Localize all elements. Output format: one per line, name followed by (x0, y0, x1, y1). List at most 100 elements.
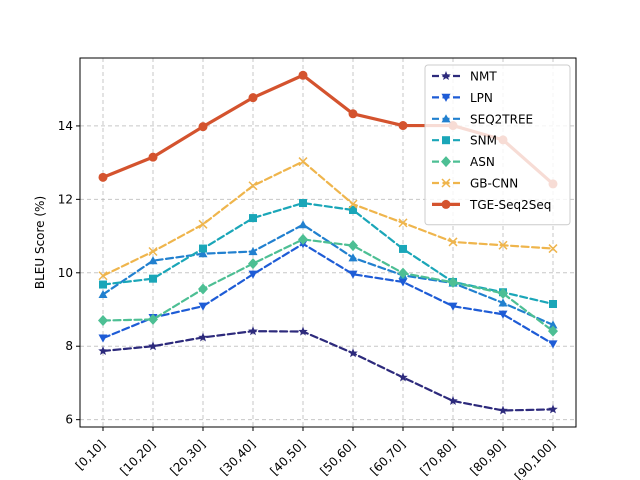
legend-item: ASN (432, 155, 495, 169)
y-axis-label: BLEU Score (%) (33, 196, 47, 289)
data-point (398, 218, 408, 228)
data-point (98, 346, 108, 356)
legend-item: NMT (432, 70, 497, 84)
data-point (249, 214, 257, 223)
data-point (248, 258, 258, 270)
series-line (101, 201, 555, 306)
data-point (298, 233, 308, 245)
y-tick-label: 6 (65, 413, 73, 427)
data-point (348, 348, 358, 358)
legend-marker (441, 71, 451, 81)
data-point (548, 320, 558, 329)
data-point (399, 244, 407, 253)
data-point (298, 70, 308, 80)
data-point (398, 278, 408, 287)
data-point (448, 276, 458, 288)
data-point (498, 240, 508, 250)
data-point (198, 249, 208, 258)
series-line (101, 223, 555, 327)
legend-item: TGE-Seq2Seq (432, 198, 551, 212)
data-point (248, 326, 258, 336)
data-point (248, 181, 258, 191)
series-asn (98, 233, 558, 337)
legend-label: SEQ2TREE (470, 112, 533, 126)
legend-item: SEQ2TREE (432, 112, 533, 126)
data-point (149, 274, 157, 283)
y-tick-label: 8 (65, 339, 73, 353)
data-point (498, 310, 508, 319)
legend-marker (441, 156, 451, 168)
legend-item: LPN (432, 91, 493, 105)
data-point (98, 172, 108, 182)
data-point (248, 246, 258, 256)
legend-marker (441, 114, 451, 123)
data-point (98, 315, 108, 327)
data-point (198, 302, 208, 311)
data-point (348, 199, 358, 209)
legend-box (424, 64, 571, 226)
data-point (98, 334, 108, 343)
data-point (148, 246, 158, 257)
data-point (198, 283, 208, 295)
data-point (298, 220, 308, 229)
data-point (348, 253, 358, 262)
y-tick-label: 10 (58, 266, 73, 280)
data-point (148, 256, 158, 265)
legend-label: TGE-Seq2Seq (469, 198, 551, 212)
y-tick-label: 14 (58, 119, 73, 133)
legend-label: NMT (470, 70, 497, 84)
data-point (498, 405, 508, 415)
data-point (198, 122, 208, 132)
data-point (299, 199, 307, 208)
legend-marker (441, 178, 451, 188)
series-lpn (98, 240, 558, 349)
data-point (98, 271, 108, 281)
data-point (148, 341, 158, 351)
data-point (349, 206, 357, 215)
data-point (448, 237, 458, 247)
data-point (148, 313, 158, 325)
legend-item: GB-CNN (432, 177, 518, 191)
data-point (548, 404, 558, 414)
data-point (348, 240, 358, 252)
data-point (548, 325, 558, 337)
data-point (198, 332, 208, 342)
data-point (548, 244, 558, 254)
legend-item: SNM (432, 134, 497, 148)
data-point (448, 395, 458, 405)
series-gb-cnn (98, 157, 558, 281)
series-line (101, 330, 555, 412)
data-point (498, 298, 508, 307)
data-point (398, 121, 408, 131)
data-point (498, 287, 508, 299)
legend-label: SNM (470, 134, 497, 148)
data-point (348, 270, 358, 279)
data-point (398, 267, 408, 279)
legend-label: GB-CNN (470, 177, 518, 191)
legend-marker (441, 199, 451, 209)
legend-label: ASN (470, 155, 495, 169)
data-point (548, 340, 558, 349)
data-point (198, 219, 208, 229)
data-point (148, 152, 158, 162)
data-point (448, 302, 458, 311)
data-point (98, 289, 108, 299)
data-point (248, 270, 258, 279)
data-point (99, 280, 107, 289)
series-line (101, 238, 555, 333)
y-tick-label: 12 (58, 192, 73, 206)
data-point (298, 326, 308, 336)
legend-marker (442, 136, 450, 145)
data-point (398, 372, 408, 382)
series-nmt (98, 326, 558, 415)
plot-series (98, 70, 558, 415)
data-point (298, 157, 308, 167)
series-line (101, 160, 555, 277)
series-line (101, 242, 555, 346)
legend: NMT LPN SEQ2TREE SNM ASN GB-CNN TGE-Seq2Seq (424, 64, 571, 226)
legend-marker (441, 93, 451, 102)
data-point (348, 109, 358, 119)
legend-label: LPN (470, 91, 493, 105)
data-point (549, 300, 557, 308)
